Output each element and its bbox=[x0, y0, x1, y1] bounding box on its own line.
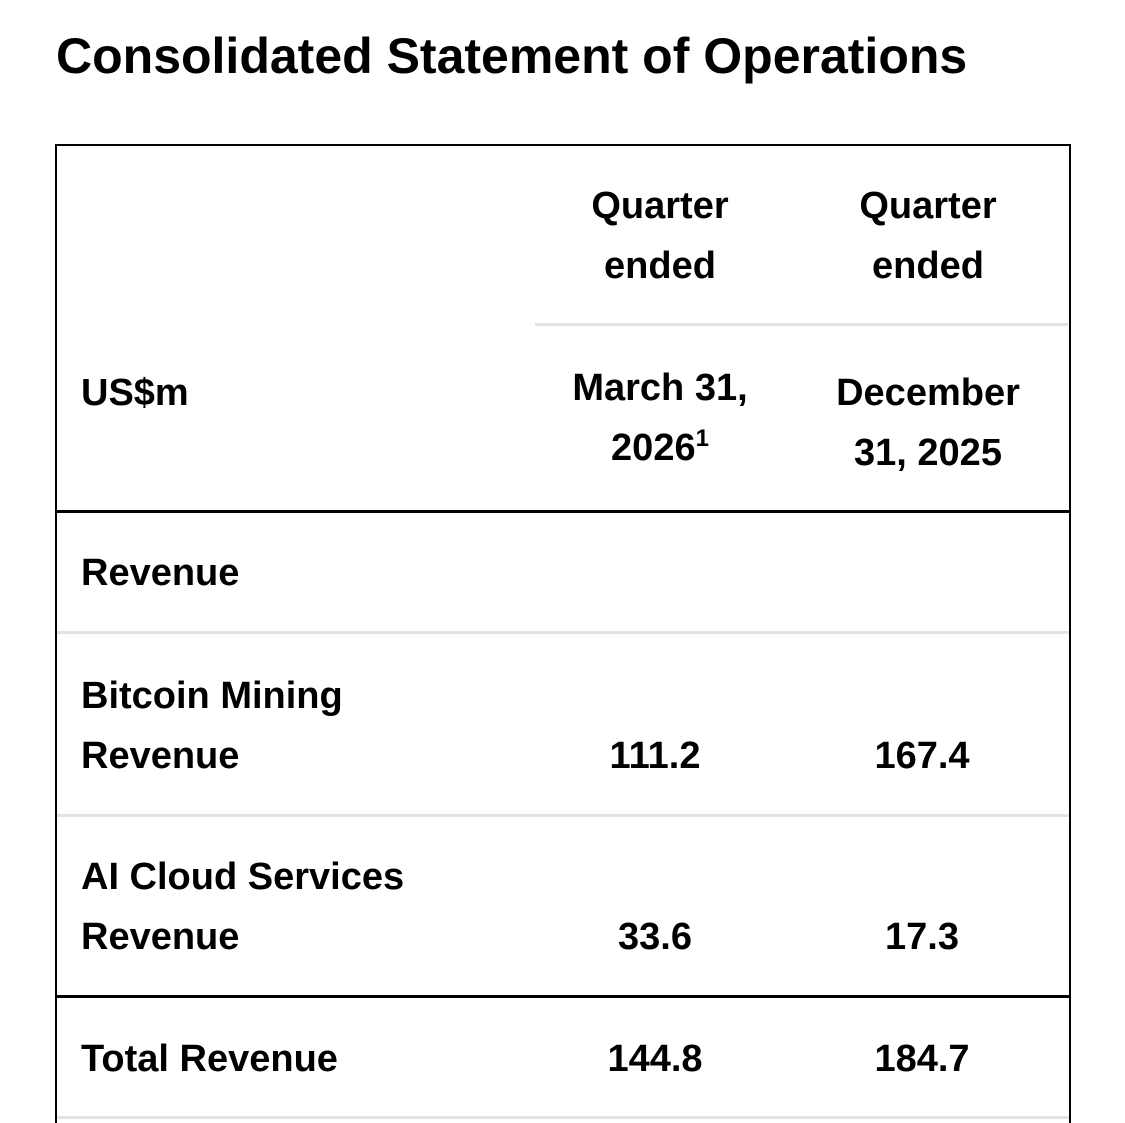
ai-cloud-label-line1: AI Cloud Services bbox=[81, 856, 405, 898]
row-divider bbox=[57, 1116, 1069, 1119]
bitcoin-q1-2026-value: 111.2 bbox=[609, 735, 701, 777]
header-divider bbox=[535, 323, 1068, 326]
statement-table bbox=[55, 144, 1071, 1123]
page-title: Consolidated Statement of Operations bbox=[56, 28, 968, 84]
col2-header-line1: Quarter bbox=[859, 185, 997, 227]
col2-header-top: Quarter ended bbox=[803, 176, 1053, 296]
row-divider bbox=[57, 814, 1069, 817]
revenue-section-label: Revenue bbox=[81, 552, 240, 594]
total-top-rule bbox=[57, 995, 1069, 998]
total-q1-2026-value: 144.8 bbox=[607, 1038, 703, 1080]
bitcoin-q4-2025-value: 167.4 bbox=[874, 735, 970, 777]
col1-header-top: Quarter ended bbox=[535, 176, 785, 296]
bitcoin-label-line1: Bitcoin Mining bbox=[81, 675, 343, 717]
bitcoin-row-label: Bitcoin Mining Revenue bbox=[81, 666, 343, 786]
unit-label: US$m bbox=[81, 372, 189, 414]
col1-date-line2: 20261 bbox=[611, 425, 709, 470]
col2-date-line2: 31, 2025 bbox=[854, 432, 1002, 474]
ai-cloud-q1-2026-value: 33.6 bbox=[618, 916, 692, 958]
col1-header-line2: ended bbox=[604, 245, 716, 287]
col1-header-line1: Quarter bbox=[591, 185, 729, 227]
footnote-marker: 1 bbox=[695, 425, 709, 452]
ai-cloud-label-line2: Revenue bbox=[81, 916, 240, 958]
ai-cloud-q4-2025-value: 17.3 bbox=[885, 916, 959, 958]
total-q4-2025-value: 184.7 bbox=[874, 1038, 970, 1080]
col2-date-line1: December bbox=[836, 372, 1020, 414]
col2-date: December 31, 2025 bbox=[803, 363, 1053, 483]
col1-date: March 31, 20261 bbox=[535, 358, 785, 478]
total-row-label: Total Revenue bbox=[81, 1038, 338, 1080]
bitcoin-label-line2: Revenue bbox=[81, 735, 240, 777]
row-divider bbox=[57, 631, 1069, 634]
col1-date-line1: March 31, bbox=[572, 367, 748, 409]
ai-cloud-row-label: AI Cloud Services Revenue bbox=[81, 847, 404, 967]
header-bottom-rule bbox=[57, 510, 1069, 513]
col2-header-line2: ended bbox=[872, 245, 984, 287]
